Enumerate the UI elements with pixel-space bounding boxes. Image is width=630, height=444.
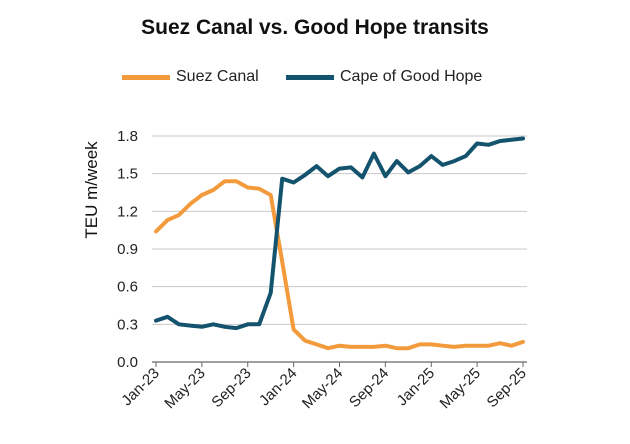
y-tick-label: 0.6 [117,279,138,296]
x-tick-label: May-25 [437,365,484,412]
legend-swatch-suez [122,74,170,80]
y-tick-label: 0.9 [117,241,138,258]
x-tick-label: Jan-25 [394,365,438,409]
y-tick-label: 1.8 [117,128,138,145]
series-line-cape [154,136,525,331]
y-tick-label: 0.3 [117,316,138,333]
legend-item-cape: Cape of Good Hope [286,68,482,86]
legend-label-suez: Suez Canal [176,68,259,85]
legend-label-cape: Cape of Good Hope [340,68,483,85]
x-tick-label: May-24 [299,365,346,412]
series-line-suez [154,179,525,351]
x-tick-label: Sep-24 [346,365,392,411]
legend-swatch-cape [286,74,334,80]
plot-lines [154,136,525,351]
x-tick-label: May-23 [161,365,208,412]
y-axis-ticks: 0.0 0.3 0.6 0.9 1.2 1.5 1.8 [117,128,138,371]
x-tick-label: Sep-23 [208,365,254,411]
chart-title: Suez Canal vs. Good Hope transits [141,16,489,39]
y-axis-label: TEU m/week [82,141,101,239]
x-tick-label: Jan-23 [118,365,162,409]
y-tick-label: 1.2 [117,203,138,220]
y-tick-label: 1.5 [117,166,138,183]
legend: Suez Canal Cape of Good Hope [0,68,630,92]
x-tick-label: Sep-25 [484,365,530,411]
y-tick-label: 0.0 [117,354,138,371]
x-tick-label: Jan-24 [256,365,300,409]
legend-item-suez: Suez Canal [122,68,259,86]
